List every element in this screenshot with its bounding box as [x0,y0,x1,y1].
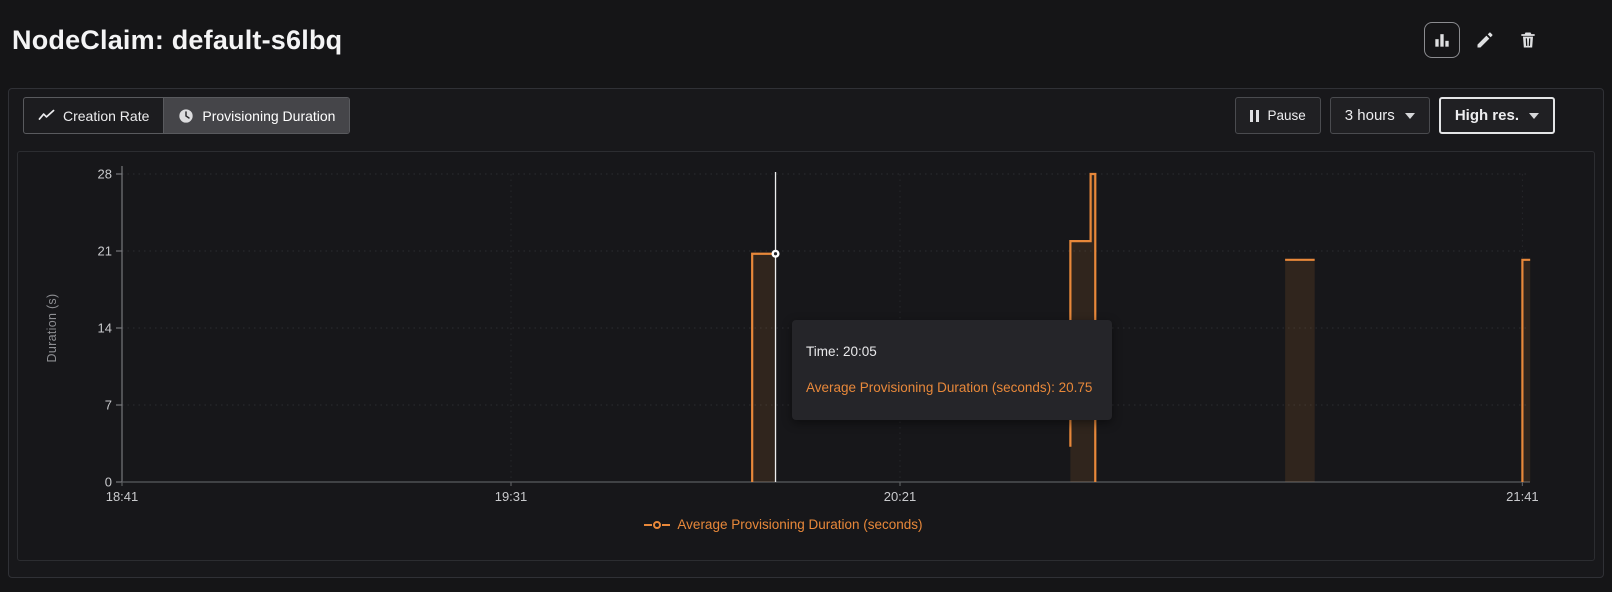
toolbar-actions: Pause 3 hours High res. [1235,97,1555,134]
trash-icon [1521,32,1535,48]
tab-label: Provisioning Duration [202,107,336,124]
pause-icon [1250,109,1260,122]
time-range-select[interactable]: 3 hours [1329,97,1430,134]
tooltip-value: Average Provisioning Duration (seconds):… [806,380,1093,395]
page-header: NodeClaim: default-s6lbq [0,0,1612,80]
resolution-value: High res. [1454,107,1519,124]
pause-label: Pause [1267,108,1306,123]
chart-toolbar: Creation Rate Provisioning Duration Paus… [23,97,1555,134]
chevron-down-icon [1404,112,1415,119]
tooltip-time: Time: 20:05 [806,344,877,359]
bar-chart-icon [1435,34,1449,47]
svg-text:7: 7 [105,398,112,413]
chart-view-button[interactable] [1424,22,1460,58]
svg-text:21: 21 [98,244,112,259]
clock-icon [179,108,194,123]
chart-legend[interactable]: Average Provisioning Duration (seconds) [18,517,1549,532]
resolution-select[interactable]: High res. [1438,97,1555,134]
tab-provisioning-duration[interactable]: Provisioning Duration [163,98,350,133]
trend-line-icon [38,109,55,120]
time-range-value: 3 hours [1344,107,1395,124]
tab-label: Creation Rate [63,107,150,124]
chart-tabs: Creation Rate Provisioning Duration [23,97,351,134]
chart-container: 0 7 14 21 28 18:41 19:31 20:21 21:41 Duration (s)… [17,151,1595,561]
svg-text:14: 14 [98,321,112,336]
pause-button[interactable]: Pause [1235,97,1321,134]
pencil-icon [1477,32,1493,48]
legend-marker-icon [644,520,671,529]
svg-text:19:31: 19:31 [495,489,528,504]
chart-tooltip: Time: 20:05 Average Provisioning Duratio… [792,320,1112,420]
legend-label: Average Provisioning Duration (seconds) [677,517,923,532]
tab-creation-rate[interactable]: Creation Rate [24,98,163,133]
svg-text:28: 28 [98,167,112,182]
edit-button[interactable] [1467,22,1503,58]
chevron-down-icon [1529,112,1539,119]
svg-text:Duration (s): Duration (s) [45,294,59,363]
svg-text:20:21: 20:21 [884,489,917,504]
svg-text:18:41: 18:41 [106,489,139,504]
header-actions [1424,22,1546,58]
delete-button[interactable] [1510,22,1546,58]
svg-text:0: 0 [105,475,112,490]
chart-panel: Creation Rate Provisioning Duration Paus… [8,88,1604,578]
page-title: NodeClaim: default-s6lbq [12,24,343,55]
svg-text:21:41: 21:41 [1506,489,1539,504]
